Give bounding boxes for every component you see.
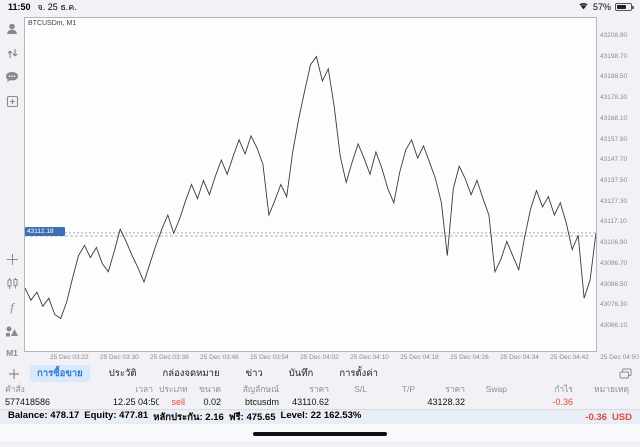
- objects-icon[interactable]: [3, 322, 21, 340]
- status-bar: 11:50 จ. 25 ธ.ค. 57%: [0, 0, 640, 14]
- tab-item[interactable]: บันทึก: [288, 368, 314, 379]
- floating-profit: -0.36 USD: [585, 412, 632, 423]
- column-header: S/L: [354, 383, 367, 394]
- battery-icon: [615, 3, 634, 11]
- wifi-icon: [578, 2, 589, 12]
- functions-icon[interactable]: f: [10, 299, 14, 314]
- cell: 577418586: [5, 397, 51, 407]
- time-tick-label: 25 Dec 04:02: [300, 354, 339, 361]
- chart-toolbar-sidebar: f M1: [0, 14, 24, 365]
- price-tick-label: 43086.50: [600, 280, 628, 288]
- price-tick-label: 43147.70: [600, 156, 628, 164]
- tab-item[interactable]: การตั้งค่า: [339, 368, 378, 379]
- price-axis: 43208.90 43198.70 43188.50 43178.30 43168.10…: [597, 17, 640, 352]
- cell: btcusdm: [244, 397, 279, 407]
- crosshair-icon[interactable]: [3, 250, 21, 268]
- cell: 43110.62: [292, 397, 329, 407]
- tab-item[interactable]: กล่องจดหมาย: [162, 368, 220, 379]
- column-header: ราคา: [309, 383, 329, 394]
- column-header: เวลา: [135, 383, 153, 394]
- bottom-tab-bar: การซื้อขาย ประวัติ กล่องจดหมาย ข่าว บันทึก กา…: [0, 365, 640, 382]
- cell: -0.36: [552, 397, 573, 407]
- battery-percent: 57%: [592, 2, 611, 12]
- main-area: f M1 BTCUSDm, M1 sell 0.02 43208.90 43198…: [0, 14, 640, 365]
- balance-pair: หลักประกัน: 2.16: [153, 411, 224, 423]
- price-tick-label: 43066.10: [600, 321, 628, 329]
- price-tick-label: 43208.90: [600, 31, 628, 39]
- price-tick-label: 43106.90: [600, 239, 628, 247]
- column-header: กำไร: [554, 383, 573, 394]
- add-order-plus-icon[interactable]: [8, 368, 20, 380]
- column-header: ประเภท: [159, 383, 188, 394]
- trader-account-icon[interactable]: [3, 20, 21, 38]
- profit-currency: USD: [611, 411, 632, 423]
- position-row[interactable]: 577418586 12.25 04:50 sell 0.02 btcusdm 43110…: [0, 395, 640, 409]
- chart-title: BTCUSDm, M1: [28, 20, 77, 27]
- price-tick-label: 43127.30: [600, 197, 628, 205]
- chat-icon[interactable]: [3, 68, 21, 86]
- column-header: คำสั่ง: [5, 383, 25, 394]
- deposit-withdraw-icon[interactable]: [3, 44, 21, 62]
- price-tick-label: 43188.50: [600, 73, 628, 81]
- price-tick-label: 43137.50: [600, 176, 628, 184]
- chart-plot[interactable]: BTCUSDm, M1 sell 0.02: [24, 17, 597, 352]
- column-header: ขนาด: [199, 383, 221, 394]
- column-header: T/P: [401, 383, 415, 394]
- time-tick-label: 25 Dec 04:10: [350, 354, 389, 361]
- time-tick-label: 25 Dec 03:54: [250, 354, 289, 361]
- time-tick-label: 25 Dec 04:18: [400, 354, 439, 361]
- tab-item[interactable]: ประวัติ: [108, 368, 137, 379]
- price-tick-label: 43117.10: [600, 218, 627, 226]
- indicators-icon[interactable]: [3, 274, 21, 292]
- tab-item[interactable]: ข่าว: [245, 368, 263, 379]
- panel-layout-icon[interactable]: [619, 368, 632, 379]
- status-date: จ. 25 ธ.ค.: [37, 2, 77, 12]
- balance-figures: Balance: 478.17 Equity: 477.81 หลักประกัน:…: [8, 410, 361, 425]
- new-order-icon[interactable]: [3, 92, 21, 110]
- timeframe-button[interactable]: M1: [6, 348, 18, 358]
- price-tick-label: 43096.70: [600, 259, 628, 267]
- clock-time: 11:50: [8, 2, 31, 12]
- time-axis: 25 Dec 03:22 25 Dec 03:30 25 Dec 03:38 25 D…: [48, 352, 640, 365]
- chart-area[interactable]: BTCUSDm, M1 sell 0.02 43208.9043198.7043…: [24, 17, 640, 352]
- balance-pair: Balance: 478.17: [8, 409, 80, 421]
- time-tick-label: 25 Dec 04:42: [550, 354, 589, 361]
- tab-selected[interactable]: การซื้อขาย: [30, 365, 90, 382]
- price-chart: [25, 55, 596, 320]
- positions-table-header: คำสั่ง เวลา ประเภท ขนาด สัญลักษณ์ ราคา S/L T/P ร…: [0, 382, 640, 395]
- balance-pair: Level: 22 162.53%: [280, 409, 362, 421]
- balance-pair: Equity: 477.81: [84, 409, 149, 421]
- cell: 43128.32: [427, 397, 465, 407]
- price-polyline: [25, 55, 596, 320]
- column-header: สัญลักษณ์: [242, 383, 279, 394]
- chart-column: BTCUSDm, M1 sell 0.02 43208.9043198.7043…: [24, 14, 640, 365]
- price-tick-label: 43157.90: [600, 135, 628, 143]
- time-tick-label: 25 Dec 03:30: [100, 354, 139, 361]
- time-tick-label: 25 Dec 03:38: [150, 354, 189, 361]
- column-header: Swap: [485, 383, 507, 394]
- time-tick-label: 25 Dec 03:46: [200, 354, 239, 361]
- home-strip: [0, 424, 640, 441]
- cell: 12.25 04:50: [113, 397, 159, 407]
- column-header: หมายเหตุ: [594, 383, 629, 394]
- home-indicator[interactable]: [253, 432, 387, 436]
- price-tick-label: 43198.70: [600, 52, 628, 60]
- column-header: ราคา: [445, 383, 465, 394]
- current-price-badge: 43112.18: [25, 226, 65, 236]
- balance-pair: ฟรี: 475.65: [228, 411, 276, 423]
- tabs-container: การซื้อขาย ประวัติ กล่องจดหมาย ข่าว บันทึก กา…: [30, 365, 609, 382]
- time-tick-label: 25 Dec 04:26: [450, 354, 489, 361]
- profit-value: -0.36: [585, 411, 607, 423]
- time-tick-label: 25 Dec 04:50: [600, 354, 639, 361]
- price-tick-label: 43168.10: [600, 114, 628, 122]
- cell: 0.02: [203, 397, 221, 407]
- price-tick-label: 43178.30: [600, 94, 628, 102]
- price-tick-label: 43076.30: [600, 301, 628, 309]
- account-summary-bar: Balance: 478.17 Equity: 477.81 หลักประกัน:…: [0, 409, 640, 424]
- cell: sell: [171, 397, 185, 407]
- time-tick-label: 25 Dec 03:22: [50, 354, 89, 361]
- time-tick-label: 25 Dec 04:34: [500, 354, 539, 361]
